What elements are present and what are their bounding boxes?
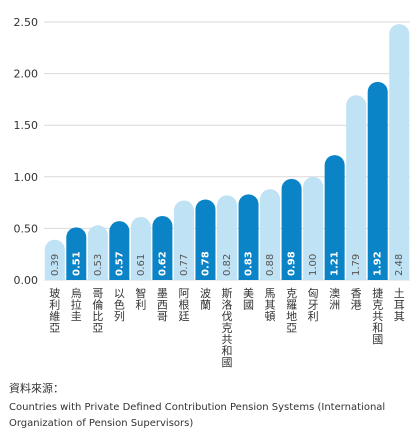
bar-value-label: 0.61 <box>136 254 147 276</box>
y-tick-label: 1.50 <box>14 119 39 132</box>
y-tick-label: 1.00 <box>14 171 39 184</box>
source-text: Countries with Private Defined Contribut… <box>9 402 386 429</box>
category-label: 克羅地亞 <box>286 287 297 335</box>
bar-value-label: 0.83 <box>244 251 255 276</box>
category-label: 美國 <box>243 287 254 312</box>
category-label: 阿根廷 <box>178 287 189 323</box>
bar-value-label: 2.48 <box>394 254 405 276</box>
bar-value-label: 1.79 <box>351 254 362 276</box>
y-tick-label: 2.00 <box>14 68 39 81</box>
y-tick-label: 0.00 <box>14 274 39 287</box>
category-label: 澳洲 <box>329 287 340 312</box>
bar <box>87 225 108 280</box>
category-label: 波蘭 <box>200 287 211 312</box>
bar-value-label: 0.77 <box>179 254 190 276</box>
bar <box>66 227 87 280</box>
bar-value-label: 0.62 <box>157 251 168 276</box>
category-label: 馬其頓 <box>265 287 276 323</box>
bar <box>346 95 367 280</box>
bar <box>303 176 324 280</box>
bar-value-label: 0.98 <box>287 251 298 276</box>
bar-value-label: 0.57 <box>114 251 125 276</box>
y-tick-label: 0.50 <box>14 222 39 235</box>
category-label: 玻利維亞 <box>49 287 60 335</box>
bar <box>238 194 259 280</box>
bar-chart: 0.00 0.50 1.00 1.50 2.00 2.50 0.39 玻利維亞 0.51 烏拉圭 0… <box>14 16 410 369</box>
bar <box>324 155 345 280</box>
bar <box>44 239 65 280</box>
bar-value-label: 0.78 <box>200 251 211 276</box>
category-label: 墨西哥 <box>157 287 168 323</box>
y-tick-label: 2.50 <box>14 16 39 29</box>
bar-value-label: 0.88 <box>265 254 276 276</box>
bar <box>260 189 281 280</box>
bar <box>367 81 388 280</box>
bar <box>217 195 237 280</box>
category-label: 以色列 <box>114 287 125 323</box>
category-label: 捷克共和國 <box>372 286 383 346</box>
category-label: 香港 <box>351 287 362 312</box>
category-label: 智利 <box>135 286 146 312</box>
category-label: 匈牙利 <box>308 286 319 323</box>
category-label: 土耳其 <box>394 287 405 323</box>
bar-value-label: 0.51 <box>71 251 82 276</box>
source-title: 資料來源： <box>9 382 64 395</box>
bar <box>389 24 410 281</box>
bar <box>152 216 173 280</box>
bar-value-label: 1.92 <box>373 251 384 276</box>
bar <box>195 199 216 280</box>
category-label: 斯洛伐克共和國 <box>222 287 233 369</box>
bar-value-label: 0.82 <box>222 254 233 276</box>
bar-value-label: 1.21 <box>330 251 341 276</box>
bar <box>130 217 151 280</box>
bar <box>109 221 130 280</box>
category-label: 哥倫比亞 <box>92 287 103 335</box>
bar <box>281 178 302 280</box>
bar-value-label: 0.53 <box>93 254 104 276</box>
bar-value-label: 0.39 <box>50 254 61 276</box>
category-label: 烏拉圭 <box>71 286 82 323</box>
bar <box>173 200 194 280</box>
bar-value-label: 1.00 <box>308 254 319 276</box>
